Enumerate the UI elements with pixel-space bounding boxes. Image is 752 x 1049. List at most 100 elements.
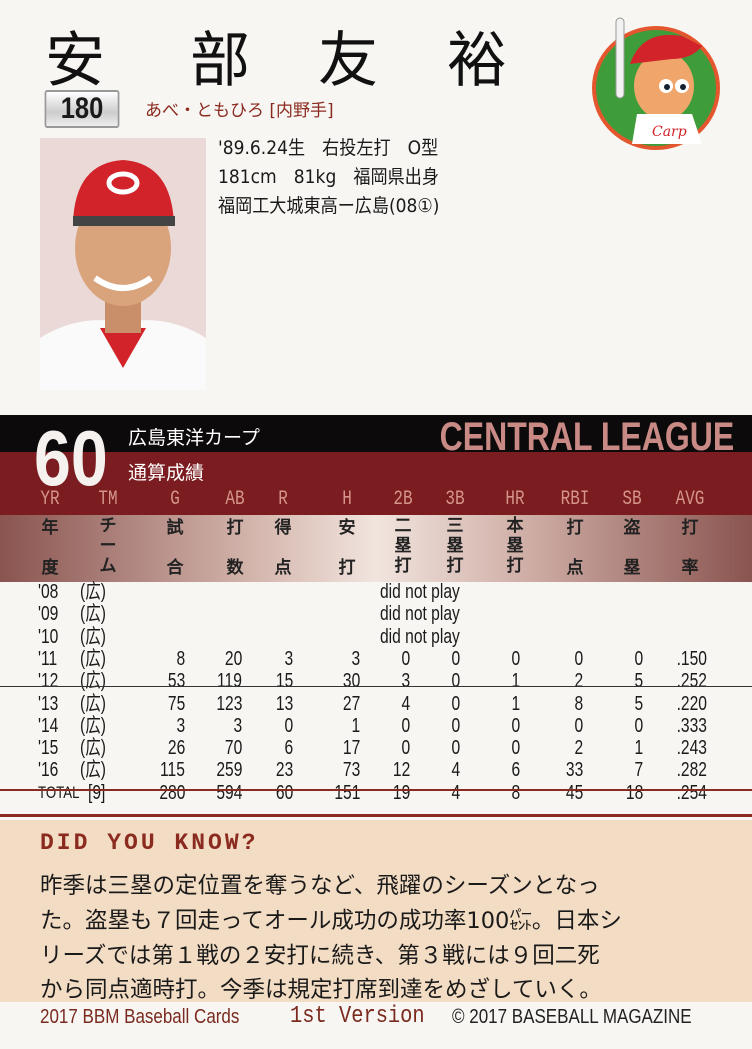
cell-h: 1 (351, 714, 360, 737)
cell-r: 0 (284, 714, 293, 737)
cell-g: 280 (158, 781, 185, 804)
cell-3b: 4 (451, 759, 460, 782)
cell-avg: .282 (676, 759, 707, 782)
career-stats-label: 通算成績 (128, 462, 205, 484)
bio-line: 181cm 81kg 福岡県出身 (218, 166, 439, 188)
column-header: YR (40, 488, 60, 511)
bio-line: '89.6.24生 右投左打 O型 (218, 137, 439, 159)
cell-h: 73 (342, 759, 360, 782)
cell-team: (広) (80, 603, 106, 626)
cell-h: 3 (351, 647, 360, 670)
cell-rbi: 2 (574, 737, 583, 760)
column-header-jp: 二塁打 (394, 516, 412, 576)
header-band-gradient (0, 515, 752, 582)
cell-ab: 594 (215, 781, 242, 804)
card-number: 180 (44, 90, 120, 128)
cell-avg: .220 (676, 692, 707, 715)
column-header: H (342, 488, 352, 511)
cell-did-not-play: did not play (380, 581, 460, 603)
cell-g: 115 (160, 759, 185, 782)
column-header-jp: 三塁打 (446, 516, 464, 576)
row-divider (0, 686, 752, 687)
cell-sb: 7 (634, 759, 643, 782)
column-header: 3B (445, 488, 465, 511)
cell-hr: 8 (511, 781, 520, 804)
cell-2b: 3 (401, 670, 410, 693)
team-name: 広島東洋カープ (128, 427, 260, 449)
cell-avg: .150 (676, 647, 707, 670)
name-char: 友 (318, 26, 378, 96)
cell-g: 26 (167, 737, 185, 760)
cell-ab: 119 (217, 670, 242, 693)
cell-year: '09 (38, 603, 59, 626)
cell-team: (広) (80, 759, 106, 782)
team-mascot-logo: Carp (592, 17, 720, 150)
cell-year: '08 (38, 581, 59, 603)
cell-g: 3 (176, 714, 185, 737)
column-header-jp: 試合 (166, 518, 184, 578)
cell-team: (広) (80, 625, 106, 648)
cell-team: (広) (80, 647, 106, 670)
cell-hr: 0 (511, 647, 520, 670)
cell-year: '12 (38, 670, 59, 693)
cell-team: (広) (80, 692, 106, 715)
cell-team: (広) (80, 670, 106, 693)
cell-team: (広) (80, 581, 106, 603)
cell-avg: .252 (676, 670, 707, 693)
cell-r: 3 (284, 647, 293, 670)
cell-ab: 123 (215, 692, 242, 715)
cell-sb: 0 (634, 714, 643, 737)
name-char: 裕 (447, 26, 507, 96)
column-header: TM (98, 488, 118, 511)
column-header: 2B (393, 488, 413, 511)
cell-3b: 0 (451, 670, 460, 693)
player-photo (40, 138, 206, 390)
cell-team: (広) (80, 714, 106, 737)
cell-year: '11 (38, 647, 58, 670)
cell-r: 15 (275, 670, 293, 693)
cell-hr: 0 (511, 737, 520, 760)
cell-rbi: 0 (574, 647, 583, 670)
did-you-know-line: リーズでは第１戦の２安打に続き、第３戦には９回二死 (40, 943, 600, 969)
cell-r: 60 (275, 781, 293, 804)
cell-2b: 0 (401, 737, 410, 760)
total-divider (0, 789, 752, 791)
cell-sb: 1 (634, 737, 643, 760)
cell-year: '13 (38, 692, 59, 715)
cell-h: 151 (333, 781, 360, 804)
column-header-jp: 打数 (226, 518, 244, 578)
cell-rbi: 33 (565, 759, 583, 782)
cell-team: [9] (88, 781, 106, 804)
cell-sb: 18 (625, 781, 643, 804)
cell-3b: 0 (451, 647, 460, 670)
league-name: CENTRAL LEAGUE (439, 415, 734, 459)
column-header: AB (225, 488, 245, 511)
column-header-jp: 本塁打 (506, 516, 524, 576)
cell-2b: 0 (401, 647, 410, 670)
cell-r: 23 (275, 759, 293, 782)
cell-hr: 6 (511, 759, 520, 782)
bio-line: 福岡工大城東高ー広島(08①) (218, 195, 440, 217)
column-header: HR (505, 488, 525, 511)
did-you-know-panel (0, 820, 752, 1002)
column-header: AVG (675, 488, 705, 511)
column-header-jp: チーム (99, 516, 117, 576)
name-char: 安 (45, 26, 105, 96)
column-header-jp: 打点 (566, 518, 584, 578)
cell-did-not-play: did not play (380, 603, 460, 626)
cell-year: '14 (38, 714, 59, 737)
column-header: G (170, 488, 180, 511)
footer-copyright: © 2017 BASEBALL MAGAZINE (452, 1006, 692, 1028)
cell-rbi: 2 (574, 670, 583, 693)
footer-set: 2017 BBM Baseball Cards (40, 1006, 240, 1028)
column-header-jp: 打率 (681, 518, 699, 578)
cell-hr: 1 (511, 692, 520, 715)
footer-version: 1st Version (290, 1003, 425, 1030)
cell-ab: 20 (224, 647, 242, 670)
cell-ab: 3 (233, 714, 242, 737)
column-header: SB (622, 488, 642, 511)
cell-h: 17 (342, 737, 360, 760)
cell-r: 6 (284, 737, 293, 760)
did-you-know-title: DID YOU KNOW? (40, 830, 259, 856)
cell-avg: .333 (676, 714, 707, 737)
